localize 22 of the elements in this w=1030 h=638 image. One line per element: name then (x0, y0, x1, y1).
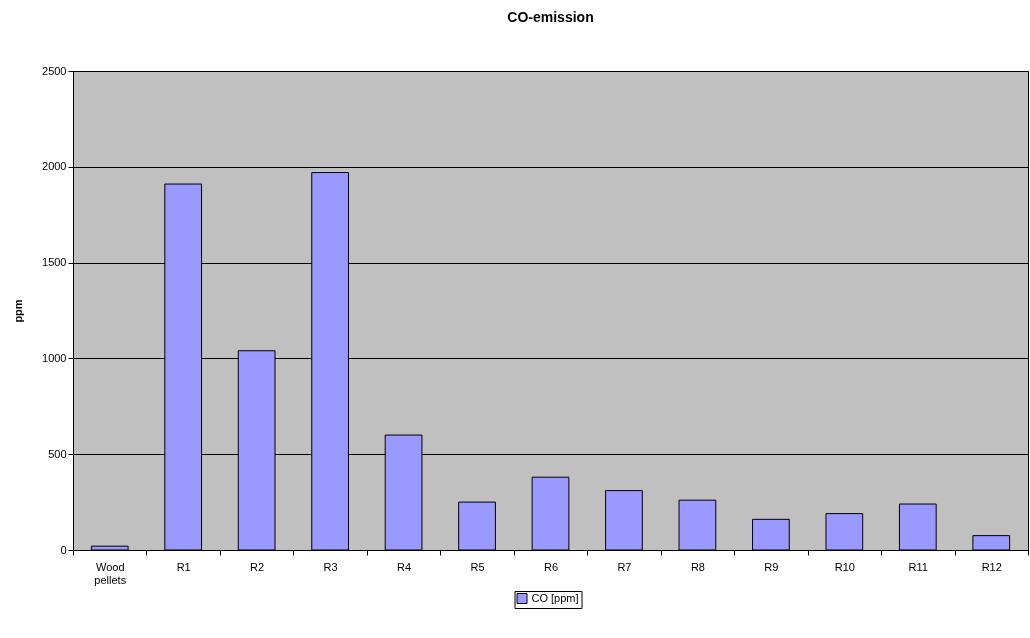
x-tick-label: R2 (250, 560, 265, 573)
y-axis-title: ppm (12, 299, 25, 323)
y-tick-label: 2500 (42, 64, 67, 77)
x-tick-label: R3 (323, 560, 338, 573)
x-tick-label: R12 (981, 560, 1002, 573)
chart-title: CO-emission (507, 9, 594, 25)
x-tick-label: R11 (908, 560, 928, 573)
x-tick-label: Wood pellets (94, 560, 127, 586)
y-tick-label: 2000 (42, 160, 67, 173)
x-tick-label: R6 (543, 560, 559, 573)
x-tick-label: R1 (176, 560, 191, 573)
x-tick-label: R7 (617, 560, 632, 573)
y-tick-label: 1500 (42, 256, 67, 269)
x-tick-label: R4 (397, 560, 412, 573)
legend-label: CO [ppm] (531, 591, 579, 604)
x-tick-label: R5 (470, 560, 485, 573)
y-tick-label: 0 (60, 543, 67, 556)
x-tick-label: R10 (834, 560, 855, 573)
x-tick-label: R9 (764, 560, 779, 573)
y-tick-label: 500 (48, 447, 67, 460)
y-tick-label: 1000 (42, 351, 67, 364)
x-tick-label: R8 (690, 560, 705, 573)
